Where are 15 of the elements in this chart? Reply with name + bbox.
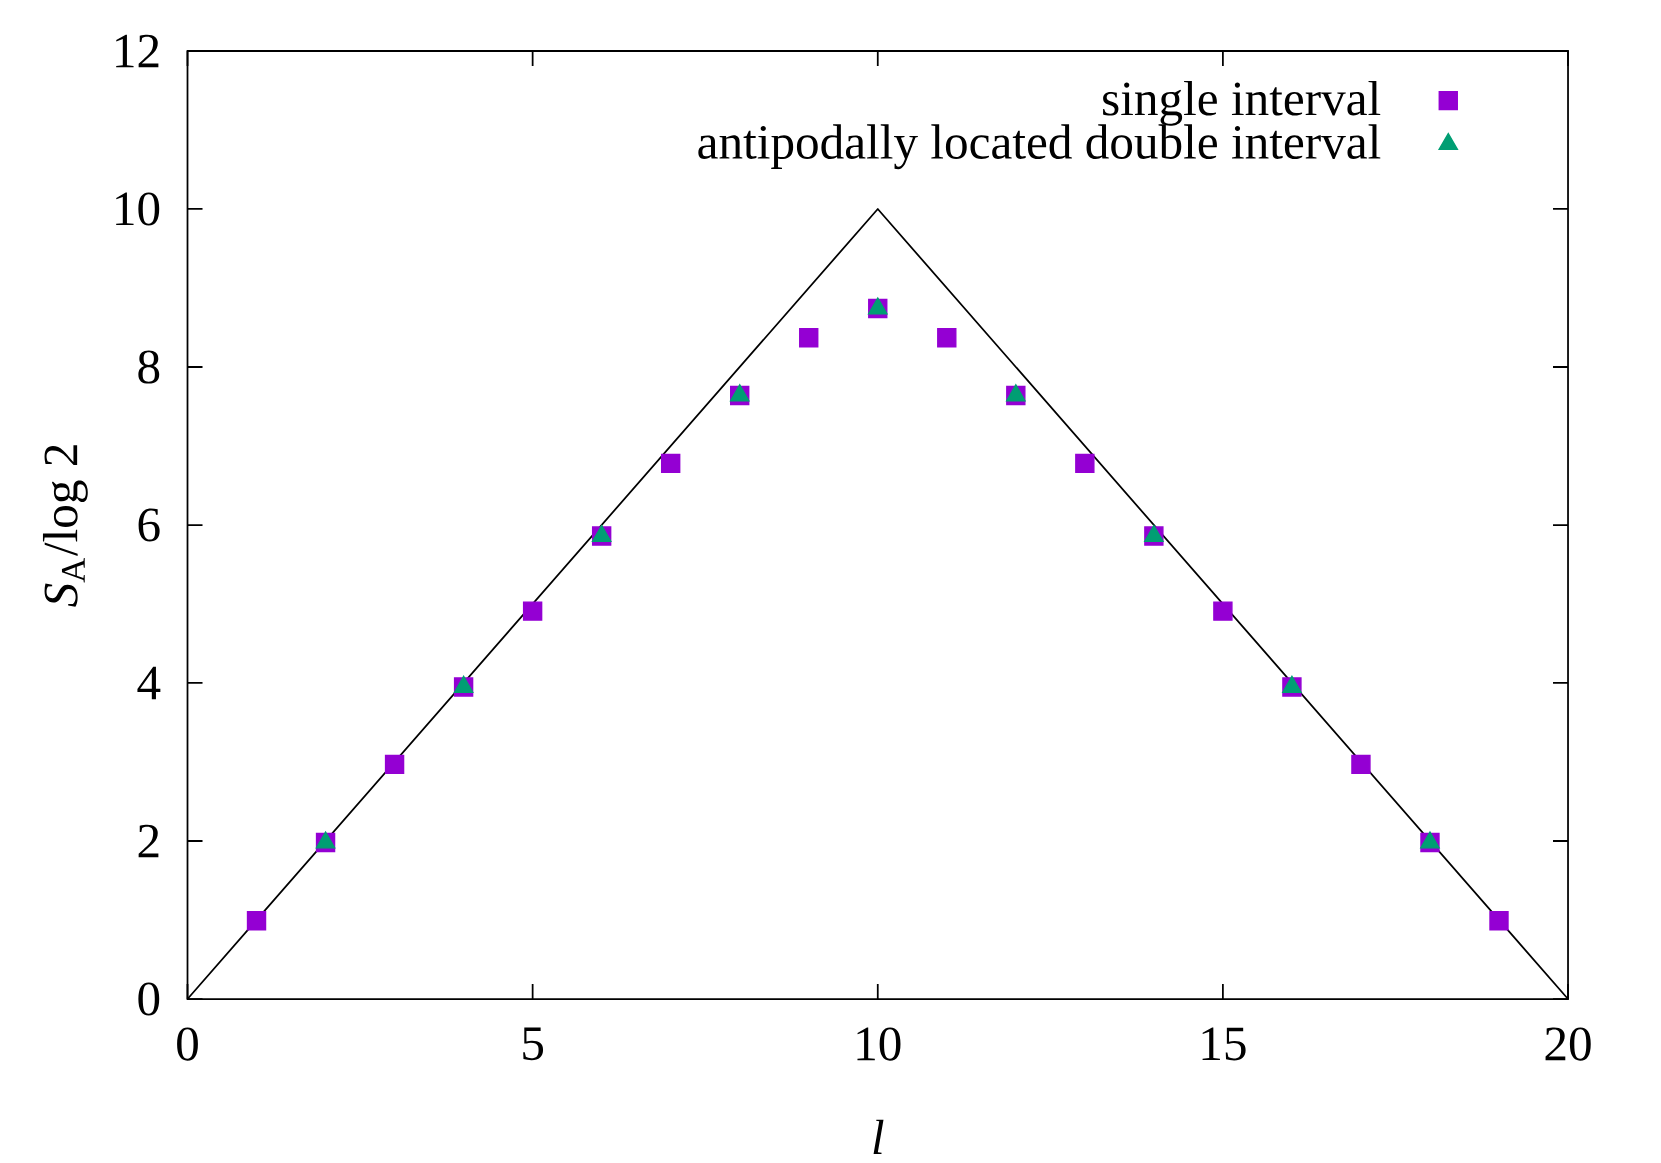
y-tick-label: 2 bbox=[138, 824, 159, 858]
y-tick-label: 10 bbox=[116, 192, 160, 226]
x-tick-label: 15 bbox=[1202, 1027, 1246, 1061]
x-tick-label: 0 bbox=[177, 1027, 198, 1061]
x-axis-title: l bbox=[873, 1119, 884, 1154]
y-axis-title: S$_{A}$/log 2 bbox=[42, 445, 88, 607]
y-tick-label: 6 bbox=[138, 508, 160, 542]
y-tick-label: 4 bbox=[137, 666, 161, 700]
y-tick-label: 8 bbox=[138, 350, 160, 384]
x-tick-label: 5 bbox=[523, 1027, 544, 1061]
legend-label: antipodally located double interval bbox=[698, 124, 1381, 170]
y-tick-label: 12 bbox=[116, 34, 159, 68]
x-tick-label: 10 bbox=[857, 1027, 901, 1061]
y-tick-label: 0 bbox=[138, 982, 160, 1016]
x-tick-label: 20 bbox=[1545, 1027, 1591, 1061]
